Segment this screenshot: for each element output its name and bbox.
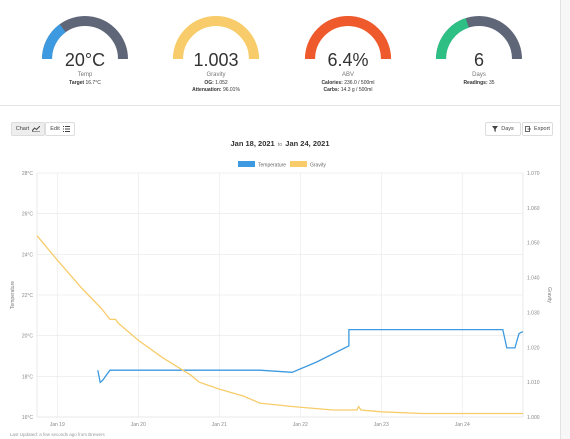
days-value: 6 (473, 50, 484, 70)
edit-tab-button[interactable]: Edit (45, 122, 75, 136)
temp-label: Temp (77, 72, 93, 78)
series-line-temperature (97, 328, 524, 384)
list-icon (62, 126, 70, 132)
days-filter-label: Days (501, 126, 514, 132)
edit-tab-label: Edit (50, 126, 60, 132)
abv-value: 6.4% (327, 50, 369, 70)
days-filter-button[interactable]: Days (485, 122, 521, 136)
legend-swatch-temperature[interactable] (238, 161, 255, 167)
scrollbar[interactable] (560, 0, 570, 439)
x-tick-label: Jan 21 (212, 422, 227, 428)
chart-legend: Temperature Gravity (238, 161, 326, 169)
export-label: Export (534, 126, 550, 132)
x-tick-label: Jan 24 (455, 422, 470, 428)
date-range: Jan 18, 2021 to Jan 24, 2021 (200, 139, 360, 148)
y-right-tick-label: 1.020 (527, 345, 540, 351)
gravity-attenuation-line: Attenuation: 96.01% (156, 87, 276, 93)
temp-value: 20°C (64, 50, 106, 70)
abv-gauge-arc (305, 16, 391, 60)
y-left-tick-label: 28°C (22, 171, 34, 177)
legend-label-temperature[interactable]: Temperature (258, 163, 286, 169)
date-range-start: Jan 18, 2021 (230, 139, 275, 148)
line-chart-icon (32, 126, 41, 132)
gravity-gauge-arc (173, 16, 259, 60)
y-left-tick-label: 16°C (22, 415, 34, 421)
y-right-tick-label: 1.040 (527, 276, 540, 282)
gravity-og-line: OG: 1.052 (156, 80, 276, 86)
y-right-tick-label: 1.030 (527, 310, 540, 316)
y-left-tick-label: 20°C (22, 334, 34, 340)
gravity-og-value: 1.052 (215, 80, 228, 86)
export-button[interactable]: Export (522, 122, 553, 136)
fermentation-chart: Temperature Gravity 16°C 18°C 20°C 22°C 24°C 26… (10, 161, 552, 428)
days-readings-line: Readings: 35 (419, 80, 539, 86)
gravity-og-key: OG: (204, 80, 214, 86)
chart-tab-button[interactable]: Chart (11, 122, 45, 136)
y-left-tick-label: 24°C (22, 252, 34, 258)
series-line-gravity (36, 235, 523, 415)
legend-label-gravity[interactable]: Gravity (310, 163, 326, 169)
days-label: Days (472, 72, 486, 78)
y-right-axis-title: Gravity (546, 287, 552, 303)
y-left-tick-label: 26°C (22, 212, 34, 218)
gauge-fill (305, 16, 391, 60)
gravity-label: Gravity (206, 72, 226, 78)
y-right-tick-label: 1.000 (527, 415, 540, 421)
gauge-fill (436, 18, 470, 60)
y-left-axis-title: Temperature (10, 281, 16, 309)
y-left-tick-label: 22°C (22, 293, 34, 299)
divider (0, 105, 560, 106)
x-tick-label: Jan 19 (50, 422, 65, 428)
gravity-attenuation-value: 96.01% (222, 87, 240, 93)
abv-calories-key: Calories: (321, 80, 343, 86)
export-icon (525, 126, 532, 132)
abv-label: ABV (341, 72, 354, 78)
gauge-fill (42, 24, 66, 60)
temp-gauge-arc (42, 16, 128, 60)
gauges-row: 20°C Temp Target 16.7°C 1.003 Gravity OG… (0, 0, 560, 100)
y-right-tick-label: 1.070 (527, 171, 540, 177)
y-left-tick-label: 18°C (22, 374, 34, 380)
days-readings-value: 35 (489, 80, 495, 86)
last-updated-text: Last Updated: a few seconds ago from Bre… (10, 432, 105, 437)
temp-target-line: Target 16.7°C (25, 80, 145, 86)
abv-calories-line: Calories: 236.0 / 500ml (288, 80, 408, 86)
abv-carbs-line: Carbs: 14.3 g / 500ml (288, 87, 408, 93)
x-tick-label: Jan 23 (374, 422, 389, 428)
y-right-tick-label: 1.010 (527, 380, 540, 386)
gauge-fill (173, 16, 259, 60)
chart-tab-label: Chart (15, 126, 30, 132)
gravity-attenuation-key: Attenuation: (192, 87, 222, 93)
gravity-value: 1.003 (193, 50, 239, 70)
x-tick-label: Jan 20 (131, 422, 146, 428)
days-gauge-arc (436, 16, 522, 60)
y-right-tick-label: 1.060 (527, 206, 540, 212)
filter-icon (492, 126, 499, 132)
date-range-end: Jan 24, 2021 (285, 139, 330, 148)
abv-carbs-key: Carbs: (323, 87, 340, 93)
temp-target-value: 16.7°C (85, 80, 101, 86)
temp-target-key: Target (69, 80, 85, 86)
x-tick-label: Jan 22 (293, 422, 308, 428)
y-right-tick-label: 1.050 (527, 241, 540, 247)
date-range-to: to (277, 142, 283, 148)
abv-carbs-value: 14.3 g / 500ml (340, 87, 373, 93)
days-readings-key: Readings: (463, 80, 488, 86)
abv-calories-value: 236.0 / 500ml (344, 80, 375, 86)
legend-swatch-gravity[interactable] (290, 161, 307, 167)
